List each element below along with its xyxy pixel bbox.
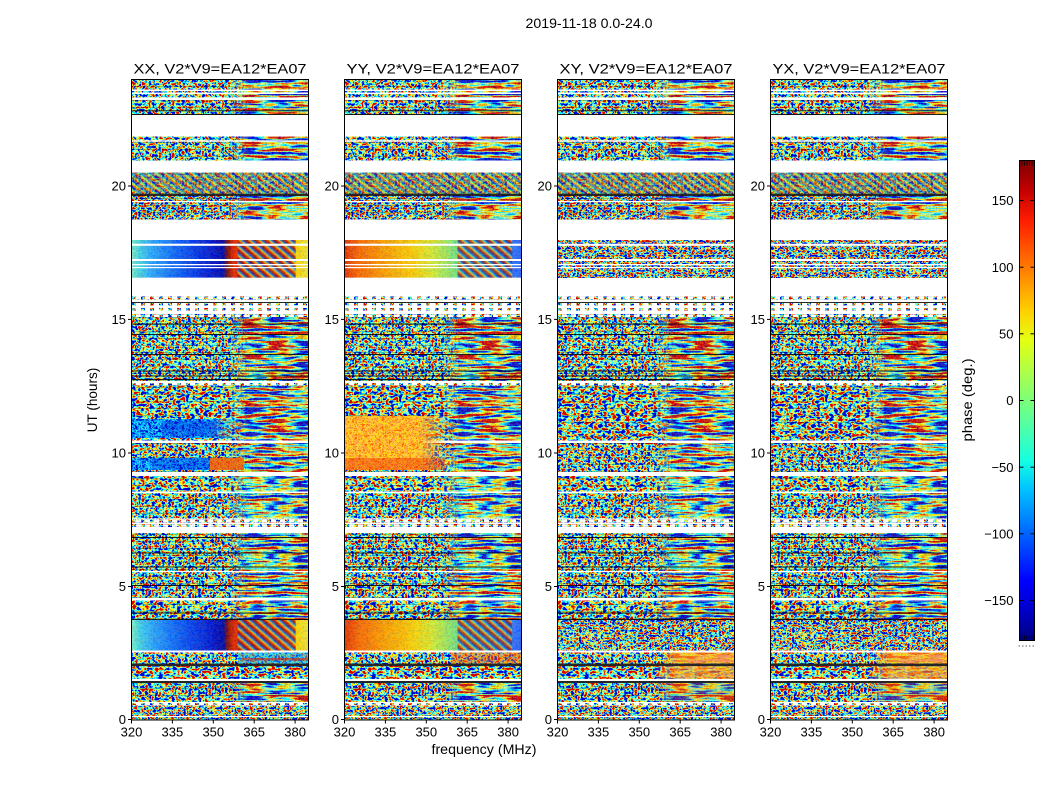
svg-text:350: 350 — [841, 725, 863, 740]
svg-text:380: 380 — [710, 725, 732, 740]
svg-text:−150: −150 — [984, 593, 1013, 608]
svg-text:0: 0 — [332, 712, 339, 727]
svg-text:50: 50 — [999, 326, 1013, 341]
svg-text:15: 15 — [538, 312, 552, 327]
svg-text:380: 380 — [497, 725, 519, 740]
svg-text:10: 10 — [325, 446, 339, 461]
svg-text:335: 335 — [162, 725, 184, 740]
svg-text:350: 350 — [202, 725, 224, 740]
svg-text:YX, V2*V9=EA12*EA07: YX, V2*V9=EA12*EA07 — [773, 62, 946, 77]
svg-text:365: 365 — [456, 725, 478, 740]
svg-text:5: 5 — [758, 579, 765, 594]
svg-text:UT (hours): UT (hours) — [85, 368, 100, 433]
svg-text:0: 0 — [1006, 393, 1013, 408]
svg-text:0: 0 — [545, 712, 552, 727]
svg-text:15: 15 — [325, 312, 339, 327]
svg-text:10: 10 — [112, 446, 126, 461]
svg-text:phase (deg.): phase (deg.) — [960, 359, 975, 442]
svg-text:320: 320 — [334, 725, 356, 740]
svg-text:frequency (MHz): frequency (MHz) — [432, 742, 537, 757]
svg-text:320: 320 — [121, 725, 143, 740]
svg-text:150: 150 — [992, 193, 1014, 208]
svg-text:335: 335 — [801, 725, 823, 740]
svg-text:380: 380 — [284, 725, 306, 740]
svg-text:YY, V2*V9=EA12*EA07: YY, V2*V9=EA12*EA07 — [347, 62, 520, 77]
svg-text:20: 20 — [325, 179, 339, 194]
svg-text:10: 10 — [538, 446, 552, 461]
svg-text:0: 0 — [758, 712, 765, 727]
svg-text:15: 15 — [112, 312, 126, 327]
svg-text:320: 320 — [547, 725, 569, 740]
svg-text:20: 20 — [751, 179, 765, 194]
svg-text:0: 0 — [119, 712, 126, 727]
svg-text:365: 365 — [243, 725, 265, 740]
svg-text:5: 5 — [332, 579, 339, 594]
svg-text:100: 100 — [992, 260, 1014, 275]
svg-text:−50: −50 — [991, 460, 1013, 475]
svg-text:2019-11-18 0.0-24.0: 2019-11-18 0.0-24.0 — [526, 16, 653, 31]
svg-text:380: 380 — [923, 725, 945, 740]
svg-text:15: 15 — [751, 312, 765, 327]
svg-text:320: 320 — [760, 725, 782, 740]
svg-text:365: 365 — [669, 725, 691, 740]
svg-text:350: 350 — [415, 725, 437, 740]
svg-text:365: 365 — [882, 725, 904, 740]
svg-text:5: 5 — [545, 579, 552, 594]
svg-text:350: 350 — [628, 725, 650, 740]
svg-text:335: 335 — [588, 725, 610, 740]
svg-text:335: 335 — [375, 725, 397, 740]
svg-text:XX, V2*V9=EA12*EA07: XX, V2*V9=EA12*EA07 — [134, 62, 307, 77]
svg-text:−100: −100 — [984, 526, 1013, 541]
svg-text:10: 10 — [751, 446, 765, 461]
svg-text:20: 20 — [112, 179, 126, 194]
svg-text:20: 20 — [538, 179, 552, 194]
svg-text:5: 5 — [119, 579, 126, 594]
svg-text:XY, V2*V9=EA12*EA07: XY, V2*V9=EA12*EA07 — [560, 62, 733, 77]
